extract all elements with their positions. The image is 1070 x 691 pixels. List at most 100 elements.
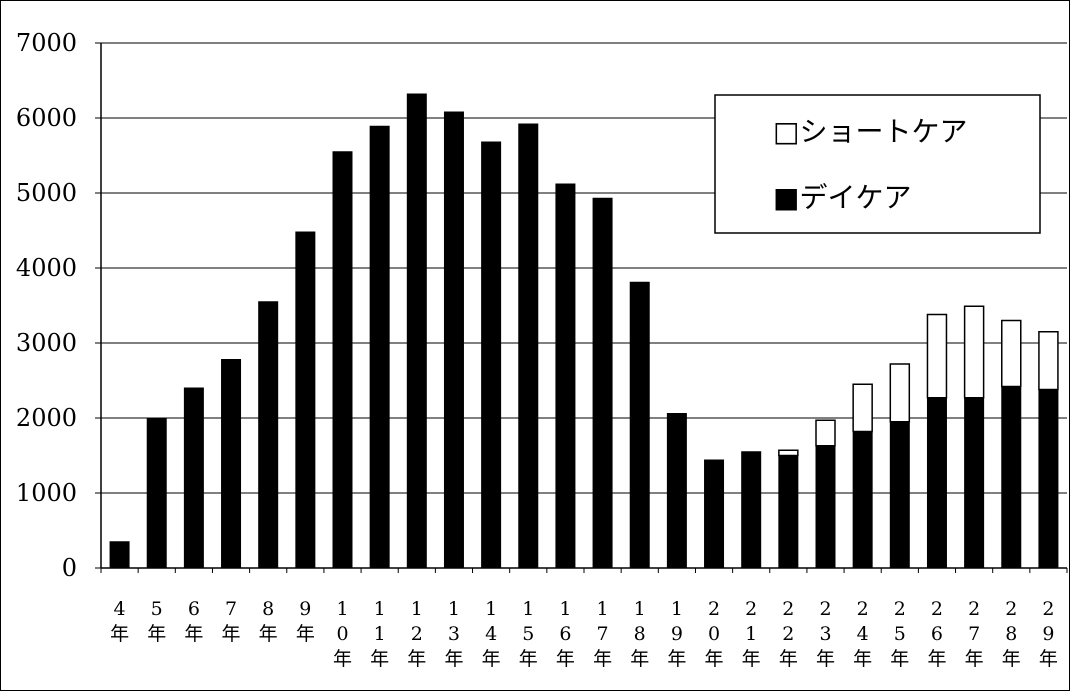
x-tick-label: 年 (222, 623, 241, 645)
x-tick-label: 年 (630, 648, 649, 670)
x-tick-label: 8 (262, 598, 274, 620)
bar-short-care (1038, 331, 1059, 391)
x-tick-label: 3 (448, 623, 460, 645)
x-tick-label: 1 (559, 598, 571, 620)
legend-label-day-care: ■デイケア (773, 181, 911, 214)
x-tick-label: 2 (708, 598, 720, 620)
bar-day-care (1038, 389, 1059, 569)
x-tick-label: 2 (857, 598, 869, 620)
x-tick-label: 7 (597, 623, 609, 645)
bar-day-care (258, 301, 279, 569)
x-tick-label: 年 (593, 648, 612, 670)
x-tick-label: 1 (671, 598, 683, 620)
x-tick-label: 2 (1042, 598, 1054, 620)
bar-day-care (629, 281, 650, 569)
bar-day-care (592, 197, 613, 569)
x-tick-label: 年 (965, 648, 984, 670)
x-tick-label: 7 (225, 598, 237, 620)
x-tick-label: 2 (1005, 598, 1017, 620)
x-tick-label: 9 (671, 623, 683, 645)
bar-day-care (964, 397, 985, 569)
bar-day-care (889, 421, 910, 569)
x-tick-label: 2 (411, 623, 423, 645)
bar-short-care (1001, 319, 1022, 388)
y-tick-label: 4000 (16, 254, 77, 282)
x-tick-label: 年 (705, 648, 724, 670)
y-tick-label: 6000 (16, 104, 77, 132)
x-tick-label: 2 (931, 598, 943, 620)
x-tick-label: 年 (184, 623, 203, 645)
y-tick-label: 1000 (16, 479, 77, 507)
x-tick-label: 1 (374, 598, 386, 620)
y-tick-label: 2000 (16, 404, 77, 432)
x-tick-label: 0 (708, 623, 720, 645)
x-tick-label: 1 (745, 623, 757, 645)
x-tick-label: 0 (336, 623, 348, 645)
bar-day-care (741, 451, 762, 569)
bar-day-care (704, 459, 725, 569)
x-tick-label: 年 (296, 623, 315, 645)
x-tick-label: 年 (1039, 648, 1058, 670)
legend: □ショートケア ■デイケア (714, 94, 1041, 234)
x-tick-label: 3 (819, 623, 831, 645)
x-tick-label: 年 (890, 648, 909, 670)
x-tick-label: 年 (444, 648, 463, 670)
x-tick-label: 年 (667, 648, 686, 670)
bar-short-care (852, 383, 873, 433)
x-tick-label: 年 (333, 648, 352, 670)
bar-day-care (666, 413, 687, 569)
x-tick-label: 年 (259, 623, 278, 645)
x-tick-label: 年 (370, 648, 389, 670)
x-tick-label: 4 (485, 623, 497, 645)
bar-day-care (1001, 386, 1022, 569)
x-tick-label: 1 (336, 598, 348, 620)
x-tick-label: 4 (857, 623, 869, 645)
x-tick-label: 8 (1005, 623, 1017, 645)
x-tick-label: 年 (407, 648, 426, 670)
bar-day-care (221, 359, 242, 569)
y-tick-label: 7000 (16, 29, 77, 57)
x-tick-label: 年 (1002, 648, 1021, 670)
bar-day-care (109, 541, 130, 569)
x-tick-label: 1 (522, 598, 534, 620)
x-tick-label: 9 (1042, 623, 1054, 645)
x-tick-label: 年 (853, 648, 872, 670)
x-tick-label: 8 (634, 623, 646, 645)
bar-short-care (815, 419, 836, 447)
bar-day-care (852, 431, 873, 569)
x-tick-label: 1 (485, 598, 497, 620)
y-tick-label: 5000 (16, 179, 77, 207)
bar-day-care (295, 231, 316, 569)
x-tick-label: 5 (894, 623, 906, 645)
x-tick-label: 年 (482, 648, 501, 670)
y-tick-label: 3000 (16, 329, 77, 357)
x-tick-label: 5 (151, 598, 163, 620)
x-tick-label: 2 (819, 598, 831, 620)
x-tick-label: 年 (110, 623, 129, 645)
bar-day-care (146, 417, 167, 569)
x-tick-label: 年 (519, 648, 538, 670)
x-tick-label: 2 (968, 598, 980, 620)
axes (95, 42, 1068, 573)
x-tick-label: 2 (745, 598, 757, 620)
x-tick-label: 1 (448, 598, 460, 620)
y-tick-label: 0 (62, 554, 77, 582)
x-axis-ticks: 4年5年6年7年8年9年10年11年12年13年14年15年16年17年18年1… (110, 598, 1058, 670)
bar-day-care (443, 111, 464, 569)
bar-day-care (183, 387, 204, 569)
x-tick-label: 6 (188, 598, 200, 620)
bar-short-care (889, 363, 911, 423)
x-tick-label: 年 (927, 648, 946, 670)
x-tick-label: 年 (816, 648, 835, 670)
x-tick-label: 7 (968, 623, 980, 645)
bar-day-care (406, 93, 427, 569)
bar-day-care (555, 183, 576, 569)
x-tick-label: 2 (894, 598, 906, 620)
x-tick-label: 年 (742, 648, 761, 670)
x-tick-label: 2 (782, 598, 794, 620)
x-tick-label: 年 (147, 623, 166, 645)
bar-day-care (369, 125, 390, 569)
x-tick-label: 年 (556, 648, 575, 670)
bar-day-care (518, 123, 539, 569)
